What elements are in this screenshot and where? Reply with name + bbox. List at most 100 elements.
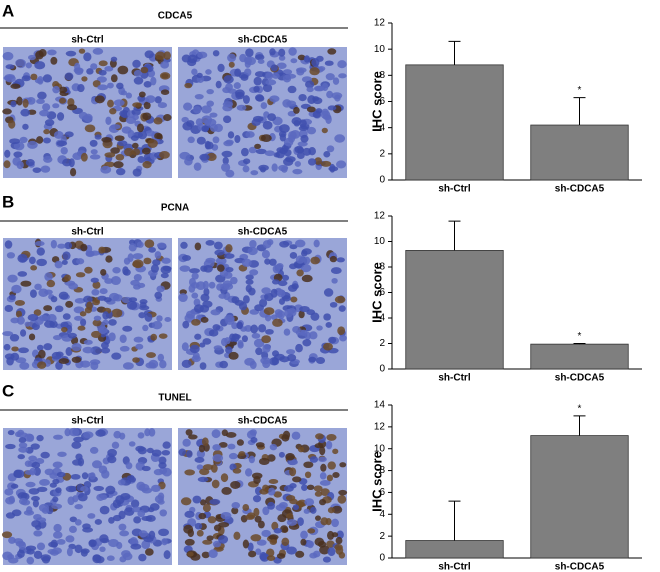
nucleus [20, 329, 27, 337]
nucleus [227, 88, 237, 94]
nucleus [65, 300, 74, 308]
nucleus [245, 48, 254, 58]
nucleus [89, 472, 96, 480]
nucleus [142, 112, 152, 121]
nucleus [42, 103, 51, 111]
nucleus [147, 139, 158, 148]
nucleus [259, 488, 269, 495]
nucleus [223, 75, 234, 84]
y-tick-label: 12 [374, 211, 386, 222]
nucleus [37, 91, 47, 100]
nucleus [270, 314, 278, 320]
nucleus [276, 289, 286, 298]
nucleus [110, 147, 120, 154]
nucleus [138, 553, 147, 562]
nucleus [281, 166, 288, 173]
nucleus [310, 256, 320, 265]
nucleus [323, 151, 331, 158]
nucleus [42, 74, 52, 83]
nucleus [265, 328, 274, 335]
nucleus [178, 293, 188, 303]
nucleus [31, 520, 41, 528]
nucleus [185, 429, 193, 436]
nucleus [85, 250, 95, 257]
nucleus [300, 538, 307, 546]
nucleus [219, 283, 230, 291]
nucleus [132, 59, 141, 69]
nucleus [25, 62, 32, 69]
y-tick-label: 10 [374, 44, 386, 55]
nucleus [189, 344, 200, 354]
nucleus [196, 72, 203, 78]
nucleus [213, 345, 223, 351]
nucleus [241, 258, 252, 267]
nucleus [125, 92, 132, 99]
nucleus [198, 444, 205, 453]
nucleus [29, 467, 36, 476]
nucleus [210, 309, 221, 316]
nucleus [58, 291, 69, 300]
nucleus [98, 246, 106, 254]
nucleus [141, 515, 153, 522]
y-tick-label: 2 [379, 148, 385, 159]
nucleus [38, 49, 47, 57]
nucleus [325, 115, 332, 124]
nucleus [315, 356, 326, 365]
nucleus [179, 265, 191, 272]
nucleus [5, 496, 16, 505]
nucleus [148, 246, 156, 253]
nucleus [8, 536, 16, 544]
nucleus [205, 240, 215, 246]
nucleus [77, 492, 88, 502]
nucleus [17, 271, 28, 277]
nucleus [56, 112, 65, 121]
nucleus [212, 444, 221, 451]
nucleus [249, 269, 259, 276]
nucleus [191, 272, 199, 280]
nucleus [289, 252, 298, 259]
nucleus [110, 56, 118, 62]
x-tick-label: sh-CDCA5 [555, 373, 605, 384]
nucleus [331, 505, 343, 514]
nucleus [255, 442, 265, 448]
nucleus [28, 455, 37, 461]
nucleus [261, 335, 272, 344]
nucleus [119, 109, 129, 118]
nucleus [83, 52, 92, 62]
nucleus [132, 114, 139, 121]
error-bar [448, 40, 461, 65]
nucleus [218, 521, 230, 528]
image-label: sh-CDCA5 [238, 227, 288, 238]
image-label: sh-Ctrl [71, 416, 103, 427]
nucleus [36, 542, 46, 551]
nucleus [332, 471, 340, 478]
nucleus [218, 293, 227, 299]
nucleus [286, 349, 296, 355]
nucleus [192, 495, 202, 504]
nucleus [84, 266, 93, 274]
nucleus [5, 512, 16, 519]
nucleus [194, 522, 203, 530]
nucleus [302, 147, 312, 156]
nucleus [55, 487, 62, 494]
nucleus [52, 496, 59, 503]
nucleus [206, 100, 214, 107]
nucleus [111, 441, 120, 449]
nucleus [191, 68, 198, 76]
nucleus [202, 539, 213, 545]
nucleus [11, 284, 22, 294]
nucleus [17, 253, 28, 263]
nucleus [104, 278, 114, 284]
y-tick-label: 0 [379, 364, 385, 375]
nucleus [97, 295, 107, 301]
nucleus [288, 47, 297, 56]
nucleus [199, 362, 207, 370]
nucleus [182, 320, 190, 329]
nucleus [13, 151, 23, 158]
nucleus [323, 313, 331, 321]
y-tick-label: 4 [379, 313, 385, 324]
nucleus [99, 288, 108, 295]
nucleus [158, 456, 167, 465]
nucleus [161, 257, 171, 264]
nucleus [162, 265, 172, 272]
